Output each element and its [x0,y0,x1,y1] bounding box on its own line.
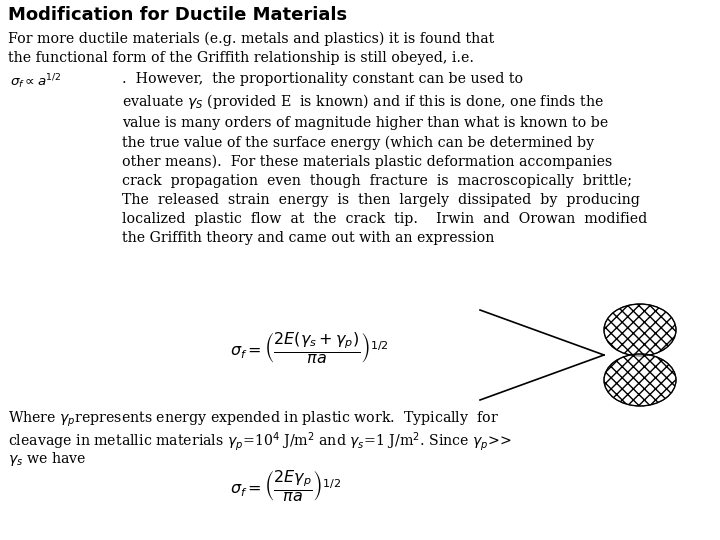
Text: cleavage in metallic materials $\gamma_p$=10$^4$ J/m$^2$ and $\gamma_s$=1 J/m$^2: cleavage in metallic materials $\gamma_p… [8,430,512,453]
Text: $\sigma_f = \left(\dfrac{2E(\gamma_s + \gamma_p)}{\pi a}\right)^{1/2}$: $\sigma_f = \left(\dfrac{2E(\gamma_s + \… [230,330,389,365]
Text: Where $\gamma_p$represents energy expended in plastic work.  Typically  for: Where $\gamma_p$represents energy expend… [8,410,499,429]
Text: $\sigma_f \propto a^{1/2}$: $\sigma_f \propto a^{1/2}$ [10,72,62,91]
Ellipse shape [604,354,676,406]
Text: For more ductile materials (e.g. metals and plastics) it is found that
the funct: For more ductile materials (e.g. metals … [8,32,494,65]
Text: Modification for Ductile Materials: Modification for Ductile Materials [8,6,347,24]
Text: .  However,  the proportionality constant can be used to
evaluate $\gamma_S$ (pr: . However, the proportionality constant … [122,72,647,245]
Text: $\sigma_f = \left(\dfrac{2E\gamma_p}{\pi a}\right)^{1/2}$: $\sigma_f = \left(\dfrac{2E\gamma_p}{\pi… [230,468,341,503]
Ellipse shape [604,304,676,356]
Text: $\gamma_s$ we have: $\gamma_s$ we have [8,450,86,468]
